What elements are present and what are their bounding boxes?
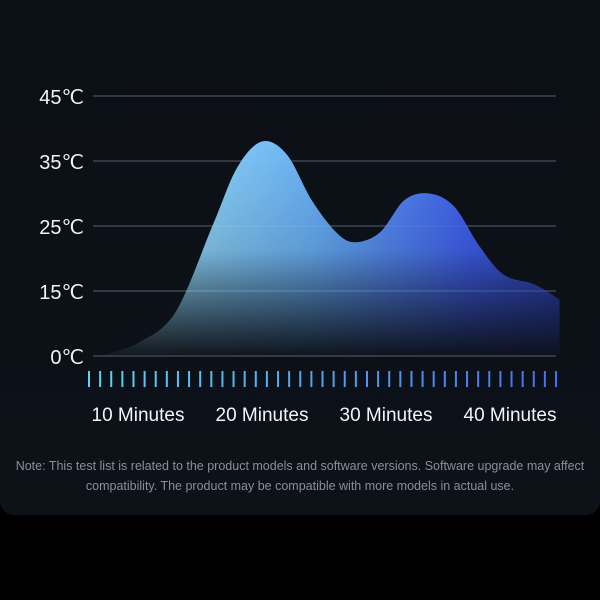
y-tick-label: 0℃ xyxy=(50,347,84,369)
x-tick-label: 10 Minutes xyxy=(92,405,185,426)
x-tick-label: 20 Minutes xyxy=(216,405,309,426)
y-tick-label: 45℃ xyxy=(39,87,84,109)
y-tick-label: 35℃ xyxy=(39,152,84,174)
y-tick-label: 25℃ xyxy=(39,217,84,239)
y-tick-label: 15℃ xyxy=(39,282,84,304)
x-tick-label: 30 Minutes xyxy=(340,405,433,426)
x-tick-label: 40 Minutes xyxy=(464,405,557,426)
temperature-area xyxy=(107,141,560,356)
note-line-1: Note: This test list is related to the p… xyxy=(15,459,585,473)
note-text: Note: This test list is related to the p… xyxy=(10,456,590,496)
note-line-2: compatibility. The product may be compat… xyxy=(85,479,515,493)
